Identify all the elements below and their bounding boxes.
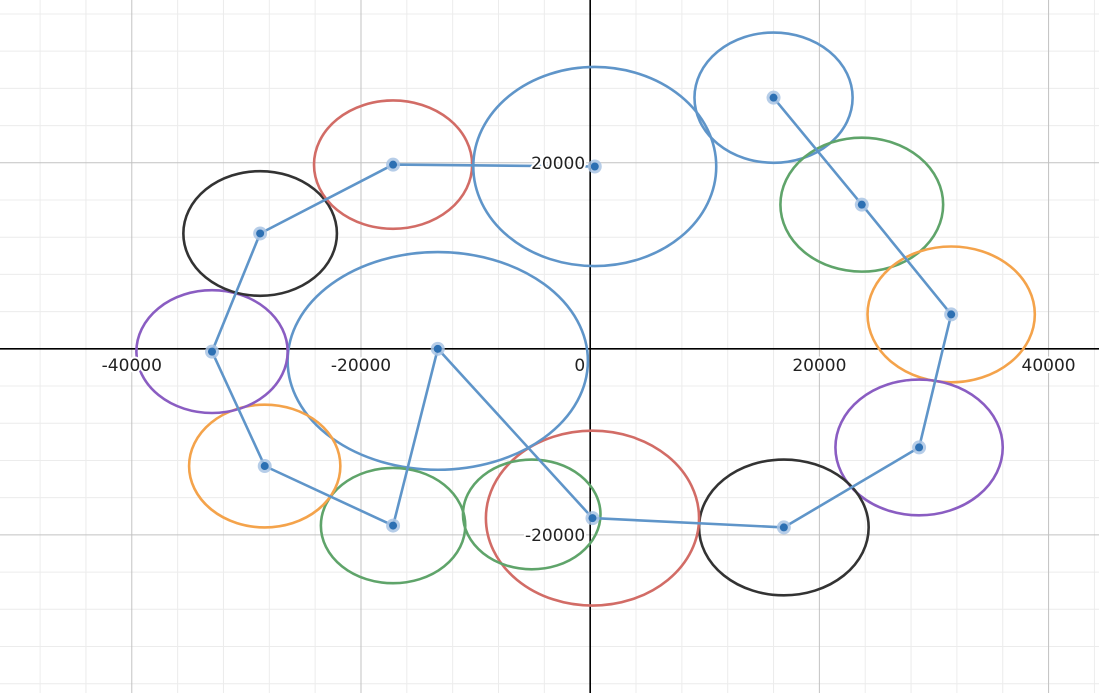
black-circle-upper-left[interactable] — [182, 169, 339, 298]
path-point[interactable] — [386, 518, 401, 533]
path-point[interactable] — [854, 197, 869, 212]
x-tick-label: 40000 — [1022, 356, 1076, 376]
purple-circle-lower-right[interactable] — [834, 378, 1005, 517]
path-point-dot — [260, 462, 269, 471]
path-point-dot — [588, 514, 597, 523]
path-point-dot — [590, 162, 599, 171]
points-layer — [205, 90, 959, 535]
blue-circle-top-right[interactable] — [693, 31, 854, 165]
x-tick-label: 20000 — [792, 356, 846, 376]
tick-labels: -40000 -20000 0 20000 40000 20000 -20000 — [100, 152, 1078, 548]
green-circle-upper-right[interactable] — [779, 136, 945, 273]
path-point[interactable] — [776, 520, 791, 535]
path-point-dot — [769, 93, 778, 102]
path-point[interactable] — [253, 226, 268, 241]
path-point-dot — [256, 229, 265, 238]
path-point-dot — [779, 523, 788, 532]
path-point[interactable] — [205, 344, 220, 359]
path-point[interactable] — [766, 90, 781, 105]
orange-circle-right[interactable] — [866, 245, 1037, 384]
x-tick-label: -20000 — [331, 356, 391, 376]
path-point-dot — [389, 160, 398, 169]
green-circle-bottom-left[interactable] — [319, 466, 467, 585]
path-point-dot — [857, 200, 866, 209]
path-point[interactable] — [912, 440, 927, 455]
path-point[interactable] — [386, 157, 401, 172]
path-point[interactable] — [944, 307, 959, 322]
path-point-dot — [433, 344, 442, 353]
y-tick-label: 20000 — [531, 154, 585, 174]
y-tick-label: -20000 — [525, 526, 585, 546]
red-circle-bottom[interactable] — [484, 429, 701, 607]
path-point[interactable] — [587, 159, 602, 174]
path-point[interactable] — [585, 511, 600, 526]
orange-circle-lower-left[interactable] — [187, 403, 342, 529]
purple-circle-left[interactable] — [135, 288, 289, 415]
path-point[interactable] — [257, 459, 272, 474]
path-point-dot — [947, 310, 956, 319]
path-point-dot — [915, 443, 924, 452]
x-tick-label: -40000 — [102, 356, 162, 376]
x-tick-label: 0 — [574, 356, 585, 376]
path-point-dot — [208, 347, 217, 356]
path-point[interactable] — [430, 341, 445, 356]
path-point-dot — [389, 521, 398, 530]
